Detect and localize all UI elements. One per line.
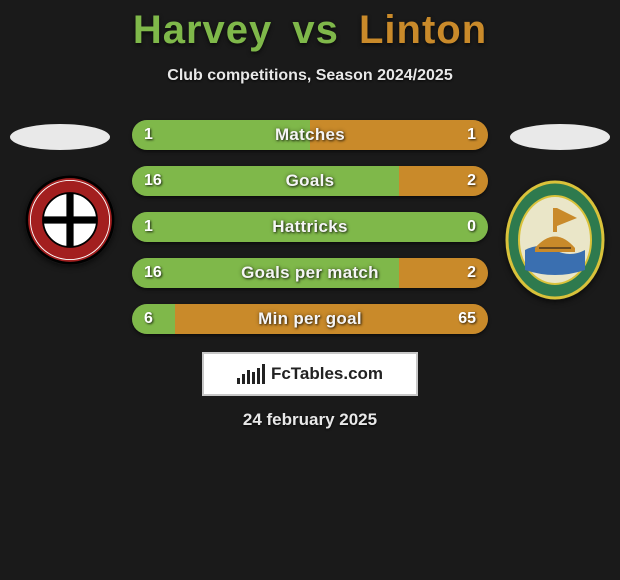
subtitle: Club competitions, Season 2024/2025 [0, 67, 620, 85]
brand-label: FcTables.com [271, 364, 383, 384]
weymouth-badge-icon [505, 180, 605, 300]
stat-label: Hattricks [132, 212, 488, 242]
date-label: 24 february 2025 [0, 410, 620, 430]
club-badge-right [505, 180, 605, 300]
player2-name-plate [510, 124, 610, 150]
stat-row-goals-per-match: 162Goals per match [132, 258, 488, 288]
player1-name-plate [10, 124, 110, 150]
brand-box[interactable]: FcTables.com [202, 352, 418, 396]
stat-row-min-per-goal: 665Min per goal [132, 304, 488, 334]
stat-row-goals: 162Goals [132, 166, 488, 196]
bar-chart-icon [237, 364, 265, 384]
player1-name: Harvey [133, 8, 272, 52]
stat-label: Matches [132, 120, 488, 150]
stat-row-matches: 11Matches [132, 120, 488, 150]
stat-label: Min per goal [132, 304, 488, 334]
stat-label: Goals [132, 166, 488, 196]
comparison-title: Harvey vs Linton [0, 0, 620, 53]
truro-badge-icon [25, 175, 115, 265]
player2-name: Linton [359, 8, 487, 52]
stat-row-hattricks: 10Hattricks [132, 212, 488, 242]
vs-text: vs [292, 8, 339, 52]
club-badge-left [25, 175, 115, 265]
stat-label: Goals per match [132, 258, 488, 288]
stat-bars: 11Matches 162Goals 10Hattricks 162Goals per… [132, 120, 488, 350]
